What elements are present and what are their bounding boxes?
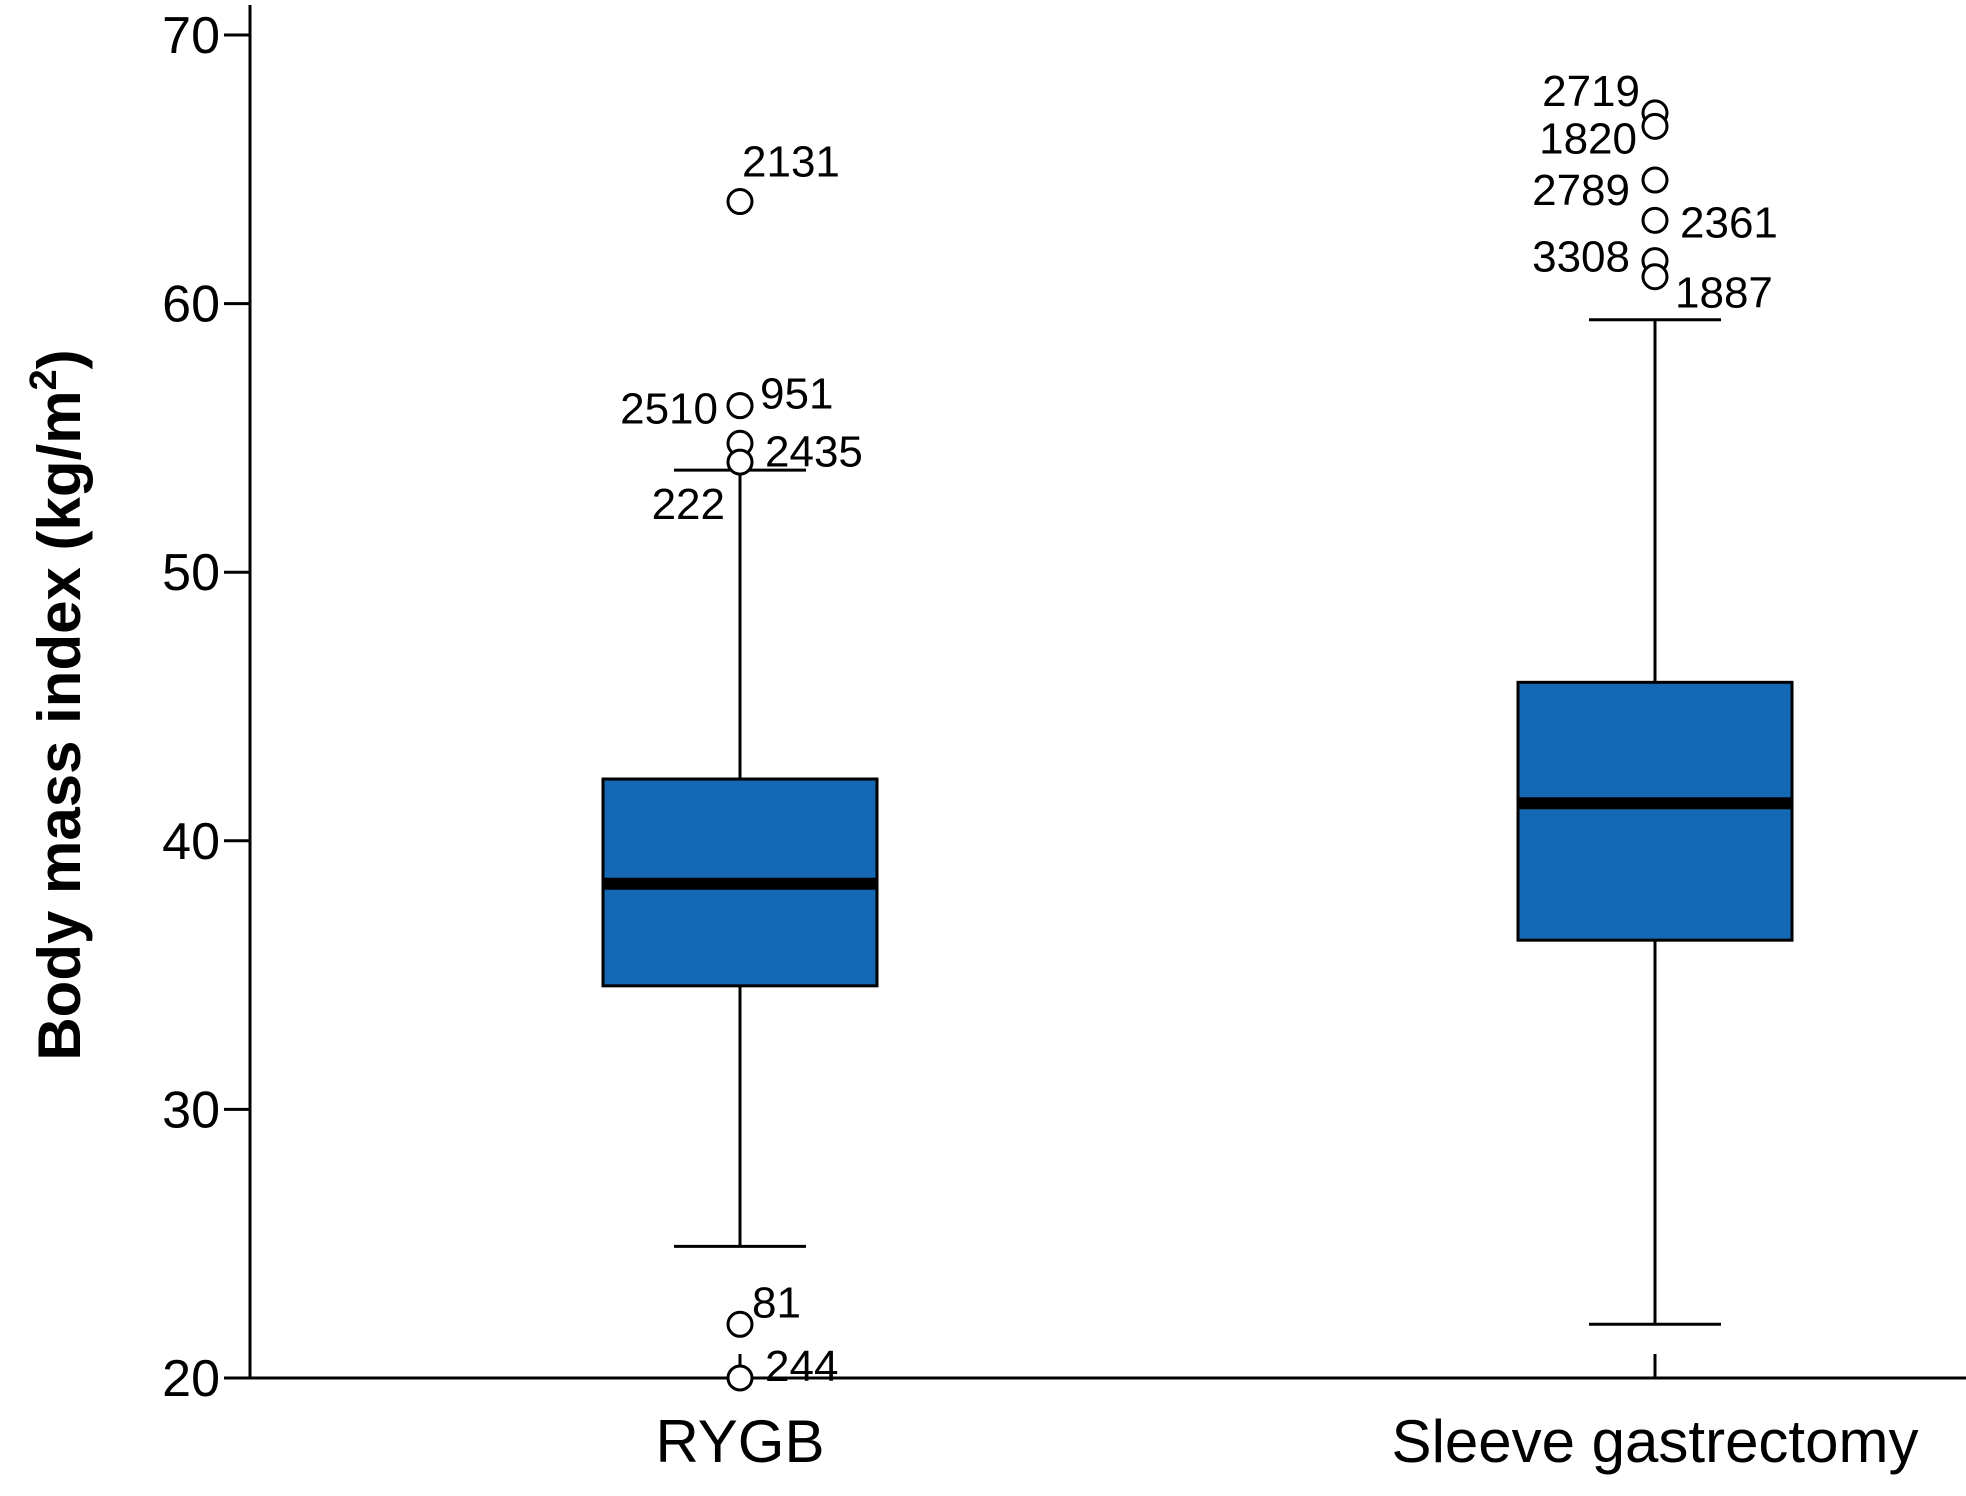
outlier-point-0-0 [726, 188, 754, 216]
y-axis-label-sup: 2 [23, 369, 65, 390]
outlier-point-0-2 [726, 392, 754, 420]
outlier-label-0-5: 81 [752, 1278, 801, 1327]
outlier-label-1-1: 1820 [1539, 114, 1637, 163]
y-axis-label: Body mass index (kg/m2) [23, 349, 93, 1060]
y-tick-label-20: 20 [162, 1350, 220, 1408]
outlier-point-0-5 [726, 1310, 754, 1338]
box-group-0: 2131 951 2510 2435 222 81 244 [601, 138, 879, 1392]
y-tick-label-40: 40 [162, 813, 220, 871]
outlier-point-1-1 [1641, 112, 1669, 140]
outlier-label-1-3: 2361 [1680, 198, 1778, 247]
outlier-point-1-5 [1641, 263, 1669, 291]
outlier-label-1-4: 3308 [1532, 233, 1630, 282]
outlier-label-0-0: 2131 [742, 138, 840, 187]
x-tick-label-0: RYGB [656, 1408, 825, 1475]
outlier-point-1-3 [1641, 206, 1669, 234]
outlier-label-0-4: 222 [652, 480, 725, 529]
outlier-point-1-2 [1641, 166, 1669, 194]
y-tick-label-30: 30 [162, 1081, 220, 1139]
axes: 20 30 40 50 60 70 RYGB Sleeve gastrectomy [162, 5, 1966, 1475]
outlier-label-0-2: 2510 [620, 385, 718, 434]
y-axis-label-main: Body mass index (kg/m [26, 390, 93, 1060]
y-axis-label-suffix: ) [26, 349, 93, 369]
box-1 [1516, 680, 1794, 942]
outlier-point-0-4 [726, 448, 754, 476]
outlier-label-1-5: 1887 [1675, 269, 1773, 318]
y-tick-label-60: 60 [162, 276, 220, 334]
outlier-label-0-1: 951 [760, 370, 833, 419]
x-tick-label-1: Sleeve gastrectomy [1392, 1408, 1919, 1475]
outlier-label-0-6: 244 [765, 1342, 838, 1391]
outlier-label-1-0: 2719 [1542, 67, 1640, 116]
outlier-label-0-3: 2435 [765, 427, 863, 476]
y-tick-label-70: 70 [162, 7, 220, 65]
y-tick-label-50: 50 [162, 544, 220, 602]
outlier-point-0-6 [726, 1364, 754, 1392]
outlier-label-1-2: 2789 [1532, 166, 1630, 215]
